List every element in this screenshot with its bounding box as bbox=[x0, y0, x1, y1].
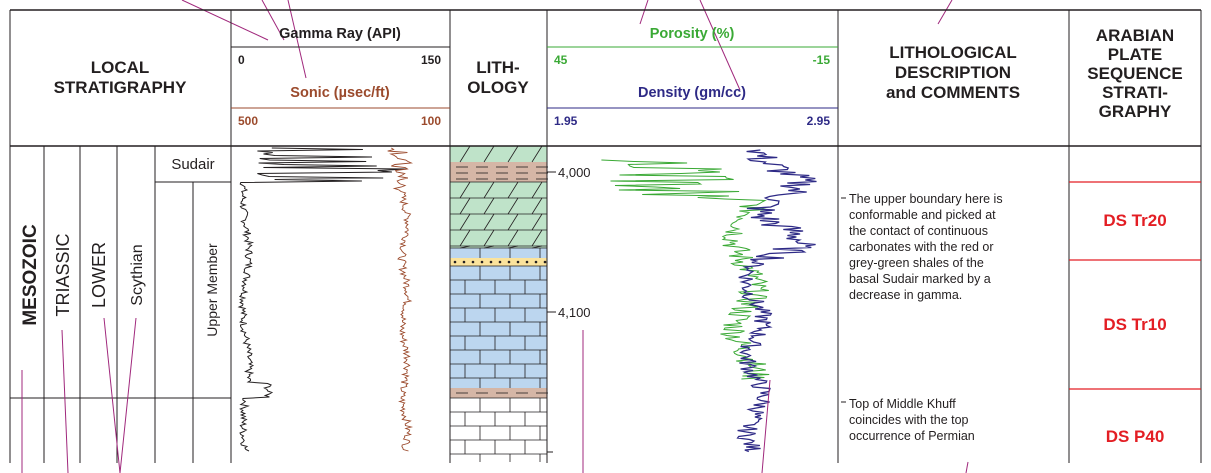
sand-dot bbox=[507, 260, 511, 264]
lithology-pattern-line bbox=[507, 145, 519, 163]
description-line: conformable and picked at bbox=[849, 208, 996, 222]
lithology-pattern-line bbox=[531, 213, 543, 231]
lithology-pattern-line bbox=[459, 181, 471, 199]
description-block-2: Top of Middle Khuff coincides with the t… bbox=[841, 397, 975, 443]
gamma-ray-curve bbox=[237, 147, 408, 452]
sonic-max: 100 bbox=[421, 114, 441, 128]
lithology-column bbox=[449, 145, 548, 462]
description-line: carbonates with the red or bbox=[849, 240, 994, 254]
lithology-pattern-line bbox=[507, 229, 519, 247]
description-line: occurrence of Permian bbox=[849, 429, 975, 443]
lithology-pattern-line bbox=[507, 213, 519, 231]
table-frame bbox=[9, 9, 1202, 463]
lithology-pattern-line bbox=[459, 145, 471, 163]
porosity-max: -15 bbox=[813, 53, 831, 67]
sonic-title: Sonic (µsec/ft) bbox=[290, 85, 390, 101]
limestone-bed bbox=[450, 266, 547, 388]
description-line: basal Sudair marked by a bbox=[849, 272, 991, 286]
density-min: 1.95 bbox=[554, 114, 578, 128]
porosity-curve bbox=[601, 159, 770, 380]
lithology-pattern-line bbox=[483, 197, 495, 215]
sand-dot bbox=[498, 260, 502, 264]
sequence-ds-p40: DS P40 bbox=[1106, 427, 1165, 446]
stage-label: Scythian bbox=[129, 244, 146, 305]
lithology-header-1: LITH- bbox=[476, 58, 519, 77]
lithology-pattern-line bbox=[483, 145, 495, 163]
porosity-title: Porosity (%) bbox=[650, 26, 735, 42]
gamma-max: 150 bbox=[421, 53, 441, 67]
limestone-bed-white bbox=[450, 398, 547, 462]
sonic-curve bbox=[387, 147, 414, 452]
limestone-bed bbox=[450, 248, 547, 258]
member-label: Upper Member bbox=[204, 243, 220, 337]
gamma-min: 0 bbox=[238, 53, 245, 67]
lithology-pattern-line bbox=[459, 197, 471, 215]
description-line: coincides with the top bbox=[849, 413, 969, 427]
description-line: decrease in gamma. bbox=[849, 288, 962, 302]
density-title: Density (gm/cc) bbox=[638, 85, 746, 101]
sand-dot bbox=[480, 260, 484, 264]
lithology-pattern-line bbox=[531, 197, 543, 215]
lithology-pattern-line bbox=[531, 145, 543, 163]
dolomite-bed bbox=[450, 146, 547, 162]
density-curve bbox=[736, 149, 817, 453]
era-label: MESOZOIC bbox=[20, 224, 41, 326]
description-block-1: The upper boundary here is conformable a… bbox=[841, 192, 1003, 302]
bottom-leader-lines bbox=[21, 317, 969, 473]
gamma-header-lines bbox=[231, 46, 838, 109]
sand-dot bbox=[534, 260, 538, 264]
lithology-pattern-line bbox=[483, 229, 495, 247]
description-line: Top of Middle Khuff bbox=[849, 397, 956, 411]
sand-dot bbox=[462, 260, 466, 264]
depth-label-4000: 4,000 bbox=[558, 165, 591, 180]
lithology-pattern-line bbox=[459, 213, 471, 231]
sequence-header-4: STRATI- bbox=[1102, 83, 1168, 102]
epoch-label: LOWER bbox=[89, 242, 109, 308]
local-strat-header-2: STRATIGRAPHY bbox=[54, 78, 188, 97]
dolomite-bed bbox=[450, 182, 547, 248]
sequence-ds-tr10: DS Tr10 bbox=[1103, 315, 1166, 334]
sonic-min: 500 bbox=[238, 114, 258, 128]
lithology-pattern-line bbox=[483, 213, 495, 231]
depth-ticks bbox=[547, 171, 556, 453]
description-header-1: LITHOLOGICAL bbox=[889, 43, 1016, 62]
lithology-pattern-line bbox=[531, 229, 543, 247]
sand-dot bbox=[489, 260, 493, 264]
sand-bed bbox=[450, 258, 547, 266]
lithology-header-2: OLOGY bbox=[467, 78, 529, 97]
lithology-pattern-line bbox=[507, 197, 519, 215]
formation-label: Sudair bbox=[171, 156, 214, 173]
sand-dot bbox=[543, 260, 547, 264]
description-line: grey-green shales of the bbox=[849, 256, 984, 270]
lithology-pattern-line bbox=[459, 229, 471, 247]
sequence-boundaries bbox=[1069, 181, 1201, 390]
description-line: the contact of continuous bbox=[849, 224, 988, 238]
description-header-2: DESCRIPTION bbox=[895, 63, 1011, 82]
sand-dot bbox=[516, 260, 520, 264]
top-leader-lines bbox=[181, 0, 953, 91]
sequence-header-2: PLATE bbox=[1108, 45, 1162, 64]
local-strat-header-1: LOCAL bbox=[91, 58, 150, 77]
description-line: The upper boundary here is bbox=[849, 192, 1003, 206]
gamma-ray-title: Gamma Ray (API) bbox=[279, 26, 401, 42]
porosity-min: 45 bbox=[554, 53, 568, 67]
sequence-header-5: GRAPHY bbox=[1099, 102, 1172, 121]
lithology-pattern-line bbox=[483, 181, 495, 199]
sequence-ds-tr20: DS Tr20 bbox=[1103, 211, 1166, 230]
period-label: TRIASSIC bbox=[53, 233, 73, 316]
lithology-pattern-line bbox=[507, 181, 519, 199]
sand-dot bbox=[525, 260, 529, 264]
density-max: 2.95 bbox=[807, 114, 831, 128]
description-header-3: and COMMENTS bbox=[886, 83, 1020, 102]
sequence-header-3: SEQUENCE bbox=[1087, 64, 1182, 83]
sand-dot bbox=[453, 260, 457, 264]
lithology-pattern-line bbox=[531, 181, 543, 199]
sand-dot bbox=[471, 260, 475, 264]
sequence-header-1: ARABIAN bbox=[1096, 26, 1174, 45]
depth-label-4100: 4,100 bbox=[558, 305, 591, 320]
